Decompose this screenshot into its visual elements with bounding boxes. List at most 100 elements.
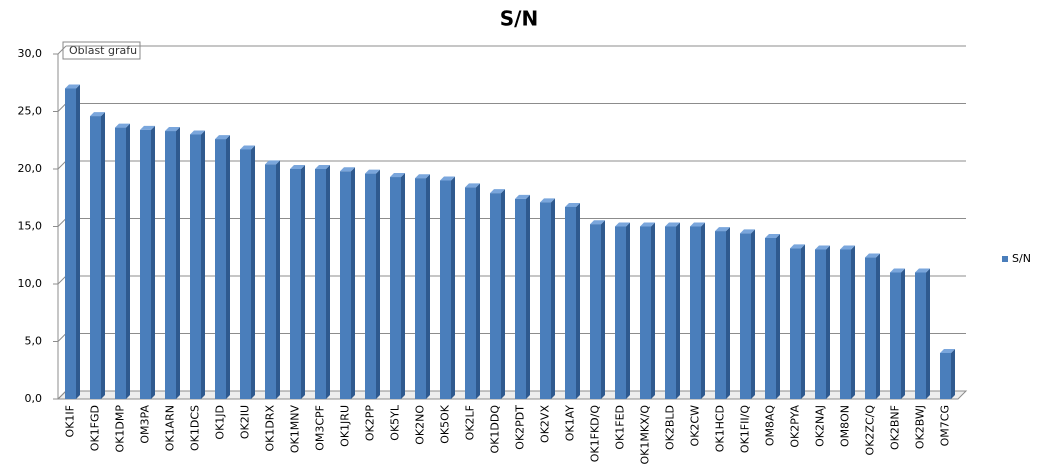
grid-diag	[57, 333, 67, 342]
bar-side	[126, 123, 130, 399]
y-tick-label: 10,0	[18, 277, 43, 290]
x-tick-label: OK2BNF	[889, 405, 902, 450]
x-tick-label: OK1FII/Q	[739, 405, 752, 453]
bar-top	[265, 160, 280, 165]
x-tick-label: OK2NO	[414, 405, 427, 445]
bar	[740, 233, 751, 399]
bar-top	[90, 112, 105, 117]
bar	[315, 169, 326, 399]
x-tick-label: OK2IU	[239, 405, 252, 439]
bar-side	[926, 268, 930, 399]
bar-side	[651, 222, 655, 399]
bar	[240, 149, 251, 399]
bar-side	[226, 135, 230, 399]
bar	[65, 88, 76, 399]
x-tick-label: OK1DDQ	[489, 405, 502, 454]
bar-side	[701, 222, 705, 399]
bar-side	[501, 189, 505, 399]
bar	[815, 249, 826, 399]
bar	[865, 257, 876, 399]
grid-diag	[57, 45, 67, 55]
x-tick-label: OK2VX	[539, 405, 552, 443]
x-tick-label: OK1FED	[614, 405, 627, 450]
bar-side	[476, 183, 480, 399]
bar-side	[626, 222, 630, 399]
bar-top	[65, 84, 80, 89]
bar	[690, 226, 701, 399]
x-tick-label: OK1JRU	[339, 405, 352, 447]
x-tick-label: OK2LF	[464, 405, 477, 440]
bar-top	[890, 268, 905, 273]
bar-top	[165, 127, 180, 132]
y-tick-label: 15,0	[18, 220, 43, 233]
bar-top	[140, 125, 155, 130]
x-tick-label: OK1ARN	[164, 405, 177, 451]
x-tick-label: OM8ON	[839, 405, 852, 447]
bar-side	[401, 173, 405, 399]
bar-side	[951, 349, 955, 399]
x-tick-label: OK1FGD	[89, 405, 102, 451]
x-tick-label: OK1MNV	[289, 405, 302, 454]
bar	[165, 131, 176, 400]
x-tick-label: OK2NAJ	[814, 405, 827, 447]
bar-top	[915, 268, 930, 273]
bar	[940, 353, 951, 399]
bar	[415, 178, 426, 399]
bar-side	[551, 198, 555, 399]
x-tick-label: OK1IF	[64, 405, 77, 437]
x-tick-label: OK1DCS	[189, 405, 202, 451]
bar-top	[590, 220, 605, 225]
bar	[915, 272, 926, 399]
y-tick-label: 0,0	[25, 392, 43, 405]
x-tick-label: OK1HCD	[714, 405, 727, 452]
x-tick-label: OK1MKX/Q	[639, 405, 652, 465]
bar-side	[901, 268, 905, 399]
bar-side	[576, 202, 580, 399]
bar-top	[615, 222, 630, 227]
bar	[590, 224, 601, 399]
bar-side	[526, 194, 530, 399]
bar-top	[740, 229, 755, 234]
bar	[615, 226, 626, 399]
bar	[340, 171, 351, 399]
grid-diag	[57, 103, 67, 112]
bar-top	[640, 222, 655, 227]
bar	[765, 238, 776, 399]
legend-swatch	[1002, 256, 1008, 262]
bar-top	[415, 174, 430, 179]
bar-top	[440, 176, 455, 181]
x-tick-label: OM3CPF	[314, 405, 327, 451]
x-tick-label: OM7CG	[939, 405, 952, 446]
bar	[390, 177, 401, 399]
bar-side	[101, 112, 105, 399]
bar-top	[540, 198, 555, 203]
bar	[640, 226, 651, 399]
x-tick-label: OK1FKD/Q	[589, 405, 602, 463]
grid-diag	[57, 160, 67, 170]
bar	[440, 180, 451, 399]
bar-side	[876, 253, 880, 399]
bar-side	[301, 165, 305, 399]
bar-top	[215, 135, 230, 140]
bar	[665, 226, 676, 399]
bar-top	[490, 189, 505, 194]
bar-top	[715, 227, 730, 232]
bar-top	[565, 202, 580, 207]
bar-top	[865, 253, 880, 258]
bar-side	[276, 160, 280, 399]
bar-side	[151, 125, 155, 400]
bar-side	[326, 165, 330, 399]
bar-top	[790, 244, 805, 249]
x-tick-label: OK2PYA	[789, 405, 802, 448]
x-tick-label: OM8AQ	[764, 405, 777, 446]
bar	[265, 164, 276, 399]
bar-side	[451, 176, 455, 399]
bar-top	[690, 222, 705, 227]
bar-top	[390, 173, 405, 178]
x-tick-label: OK2PDT	[514, 405, 527, 450]
bar-top	[515, 194, 530, 199]
bar-top	[665, 222, 680, 227]
bar-top	[765, 234, 780, 238]
bar-side	[201, 130, 205, 399]
bar-side	[176, 127, 180, 400]
